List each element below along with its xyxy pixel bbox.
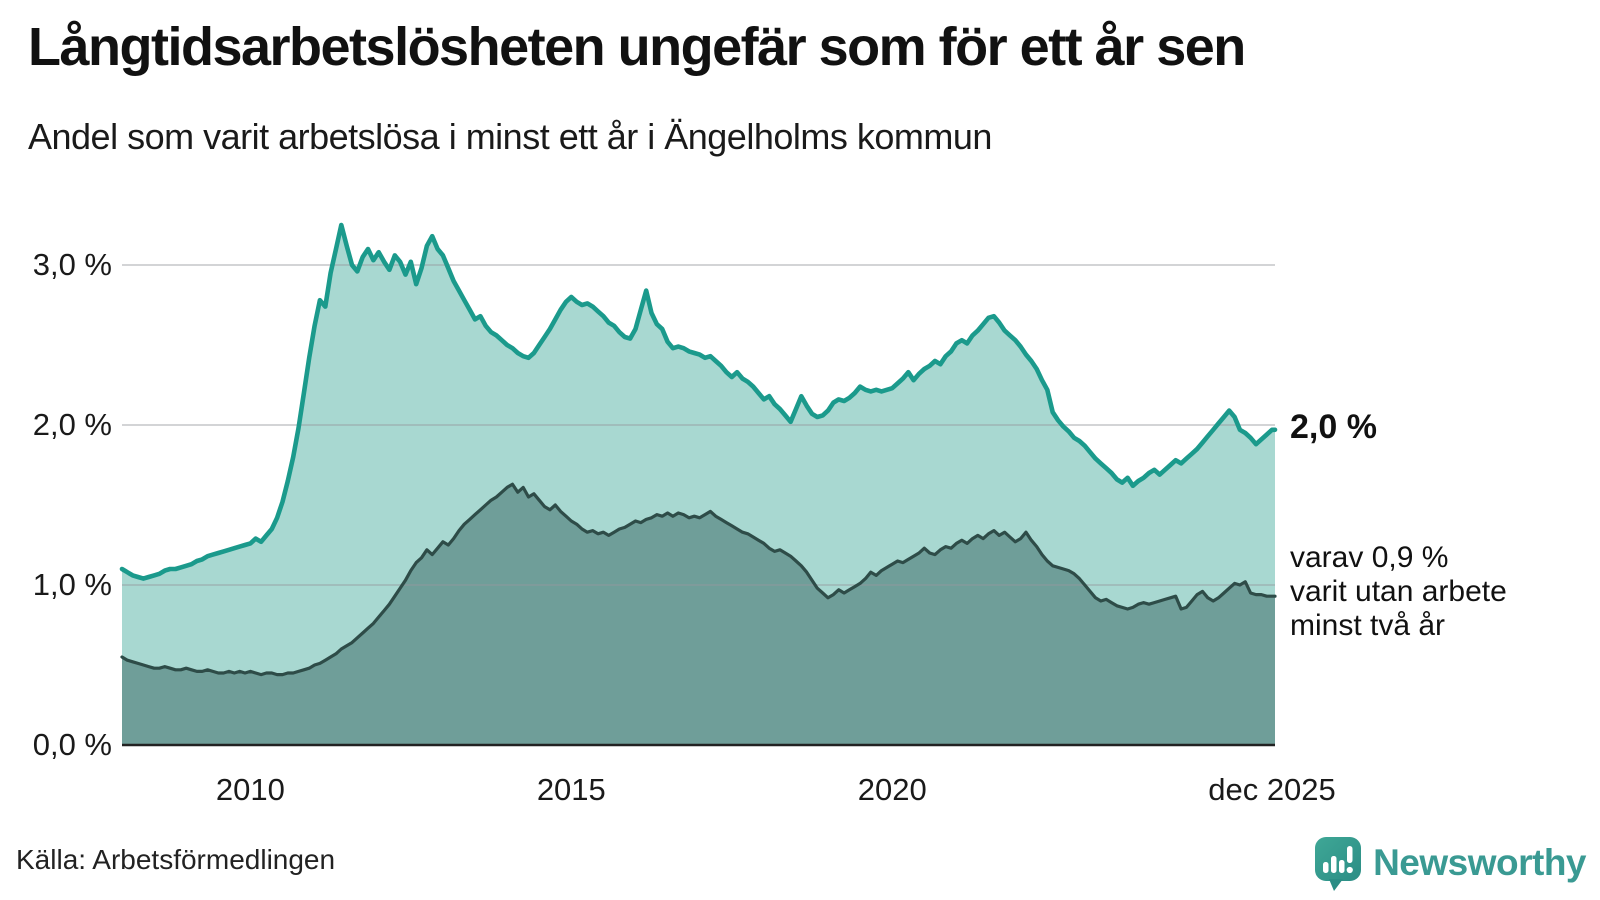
newsworthy-logo-icon	[1313, 835, 1363, 891]
y-tick-label: 0,0 %	[0, 726, 112, 764]
newsworthy-logo: Newsworthy	[1313, 835, 1586, 891]
series-end-value-label: 2,0 %	[1290, 408, 1377, 447]
infographic: Långtidsarbetslösheten ungefär som för e…	[0, 0, 1600, 900]
x-tick-label: 2015	[461, 772, 681, 808]
secondary-series-note-line: varav 0,9 %	[1290, 541, 1507, 575]
y-tick-label: 3,0 %	[0, 246, 112, 284]
x-tick-label: dec 2025	[1162, 772, 1382, 808]
secondary-series-note-line: varit utan arbete	[1290, 575, 1507, 609]
secondary-series-note: varav 0,9 % varit utan arbete minst två …	[1290, 541, 1507, 643]
y-tick-label: 1,0 %	[0, 566, 112, 604]
x-tick-label: 2010	[140, 772, 360, 808]
newsworthy-logo-text: Newsworthy	[1373, 842, 1586, 884]
source-note: Källa: Arbetsförmedlingen	[16, 844, 335, 876]
area-chart	[0, 0, 1600, 900]
secondary-series-note-line: minst två år	[1290, 609, 1507, 643]
y-tick-label: 2,0 %	[0, 406, 112, 444]
x-tick-label: 2020	[782, 772, 1002, 808]
